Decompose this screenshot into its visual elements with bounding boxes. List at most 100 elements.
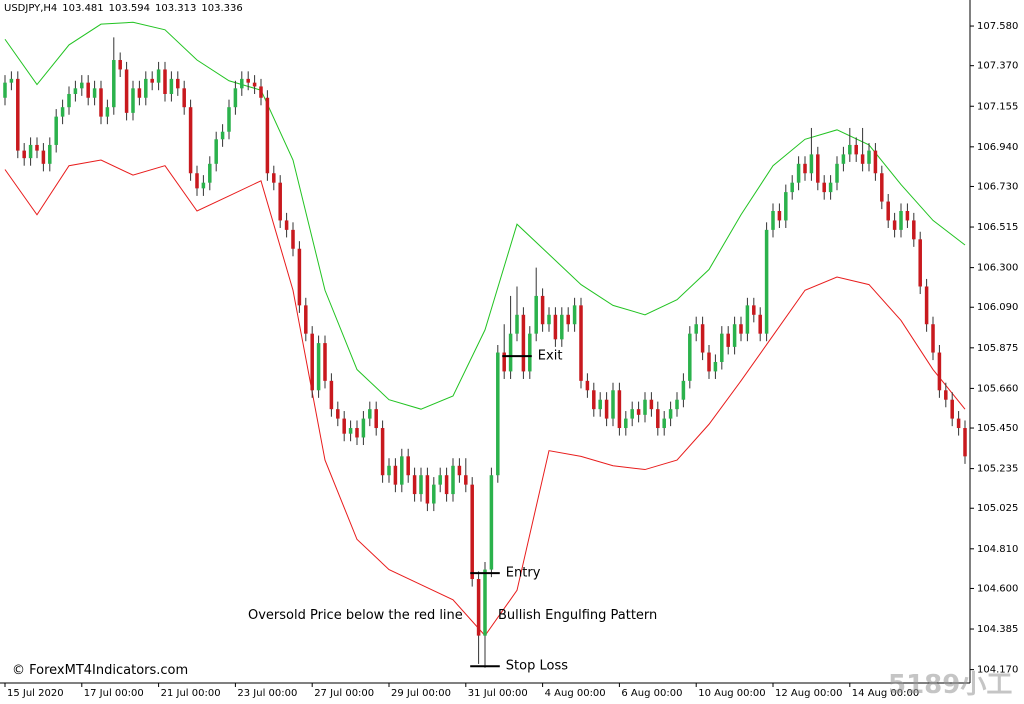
candle-body bbox=[464, 475, 468, 485]
candle-body bbox=[3, 82, 7, 98]
y-tick-label: 106.940 bbox=[977, 142, 1018, 153]
candle-body bbox=[304, 305, 308, 334]
candle-body bbox=[668, 409, 673, 419]
x-tick-label: 21 Jul 00:00 bbox=[161, 688, 221, 699]
candle-body bbox=[636, 409, 641, 415]
candle-body bbox=[92, 88, 97, 98]
candle-body bbox=[60, 107, 65, 117]
candle-body bbox=[873, 150, 878, 174]
candle-body bbox=[822, 182, 826, 193]
candle-body bbox=[233, 88, 238, 108]
symbol: USDJPY,H4 bbox=[4, 3, 58, 14]
candle-body bbox=[400, 456, 404, 485]
candle-body bbox=[656, 409, 660, 429]
y-tick-label: 104.170 bbox=[977, 665, 1018, 676]
candle-body bbox=[246, 78, 250, 83]
candle-body bbox=[131, 88, 135, 113]
candle-body bbox=[195, 173, 199, 189]
candle-body bbox=[361, 418, 366, 438]
candle-body bbox=[809, 154, 814, 174]
candle-body bbox=[739, 324, 743, 334]
y-tick-label: 104.810 bbox=[977, 544, 1018, 555]
candle-body bbox=[624, 418, 628, 429]
envelope-line bbox=[4, 21, 966, 410]
candle-body bbox=[841, 154, 846, 164]
candle-body bbox=[681, 380, 686, 400]
candle-body bbox=[860, 154, 865, 164]
x-tick-label: 14 Aug 00:00 bbox=[852, 688, 919, 699]
candle-body bbox=[284, 220, 289, 230]
candle-body bbox=[54, 116, 58, 145]
candle-body bbox=[572, 305, 577, 325]
y-tick-label: 105.450 bbox=[977, 423, 1018, 434]
candle-body bbox=[790, 182, 794, 193]
candle-body bbox=[412, 475, 417, 495]
candle-body bbox=[144, 78, 148, 98]
candle-body bbox=[726, 333, 730, 347]
candle-body bbox=[476, 579, 481, 636]
annotation: Oversold Price below the red line bbox=[248, 608, 463, 623]
y-tick-label: 105.025 bbox=[977, 503, 1018, 514]
header: USDJPY,H4 103.481 103.594 103.313 103.33… bbox=[4, 3, 243, 14]
candle-body bbox=[393, 465, 398, 485]
candle-body bbox=[227, 107, 231, 132]
candle-body bbox=[336, 409, 340, 419]
candle-body bbox=[540, 295, 545, 325]
candle-body bbox=[592, 390, 596, 410]
candle-body bbox=[489, 475, 494, 570]
candle-body bbox=[124, 69, 129, 113]
candle-body bbox=[483, 569, 487, 636]
candle-body bbox=[752, 305, 756, 315]
y-tick-label: 106.515 bbox=[977, 222, 1018, 233]
candle-body bbox=[944, 390, 948, 400]
x-tick-label: 10 Aug 00:00 bbox=[698, 688, 765, 699]
candle-body bbox=[630, 409, 634, 419]
candle-body bbox=[438, 475, 442, 485]
y-tick-label: 105.235 bbox=[977, 464, 1018, 475]
candle-body bbox=[374, 409, 378, 429]
candle-body bbox=[675, 399, 679, 410]
candle-body bbox=[547, 314, 551, 325]
y-tick-label: 107.370 bbox=[977, 61, 1018, 72]
candle-body bbox=[163, 69, 167, 94]
candle-body bbox=[764, 229, 769, 334]
site-mark: 5189小工网 bbox=[888, 670, 1013, 700]
candle-body bbox=[348, 428, 353, 434]
quote: 103.336 bbox=[201, 3, 243, 14]
candle-body bbox=[470, 484, 474, 580]
y-tick-label: 105.660 bbox=[977, 383, 1018, 394]
candle-body bbox=[252, 82, 257, 87]
x-tick-label: 6 Aug 00:00 bbox=[621, 688, 682, 699]
candle-body bbox=[700, 324, 705, 353]
candle-body bbox=[73, 88, 78, 94]
candle-body bbox=[604, 399, 609, 419]
candle-body bbox=[720, 333, 724, 362]
candle-body bbox=[886, 201, 890, 221]
quote: 103.481 bbox=[62, 3, 104, 14]
candle-body bbox=[835, 163, 839, 183]
candle-body bbox=[931, 324, 935, 353]
candle-body bbox=[240, 78, 244, 89]
watermark: © ForexMT4Indicators.com bbox=[12, 663, 189, 678]
candle-body bbox=[649, 399, 654, 410]
candle-body bbox=[611, 390, 615, 419]
candle-body bbox=[272, 173, 276, 183]
candle-body bbox=[745, 305, 750, 334]
quote: 103.313 bbox=[155, 3, 197, 14]
candle-body bbox=[617, 390, 622, 429]
annotation: Bullish Engulfing Pattern bbox=[498, 608, 658, 623]
candle-body bbox=[892, 220, 897, 230]
candle-body bbox=[899, 210, 903, 230]
candle-body bbox=[265, 97, 270, 174]
candle-body bbox=[937, 352, 942, 391]
y-tick-label: 107.580 bbox=[977, 21, 1018, 32]
candle-body bbox=[880, 173, 884, 202]
candle-body bbox=[220, 131, 225, 140]
candle-body bbox=[566, 314, 570, 325]
candle-body bbox=[688, 333, 692, 381]
candle-body bbox=[188, 107, 193, 174]
candle-body bbox=[41, 150, 46, 164]
candle-body bbox=[425, 475, 430, 504]
candle-body bbox=[406, 456, 410, 476]
candle-body bbox=[99, 88, 103, 117]
